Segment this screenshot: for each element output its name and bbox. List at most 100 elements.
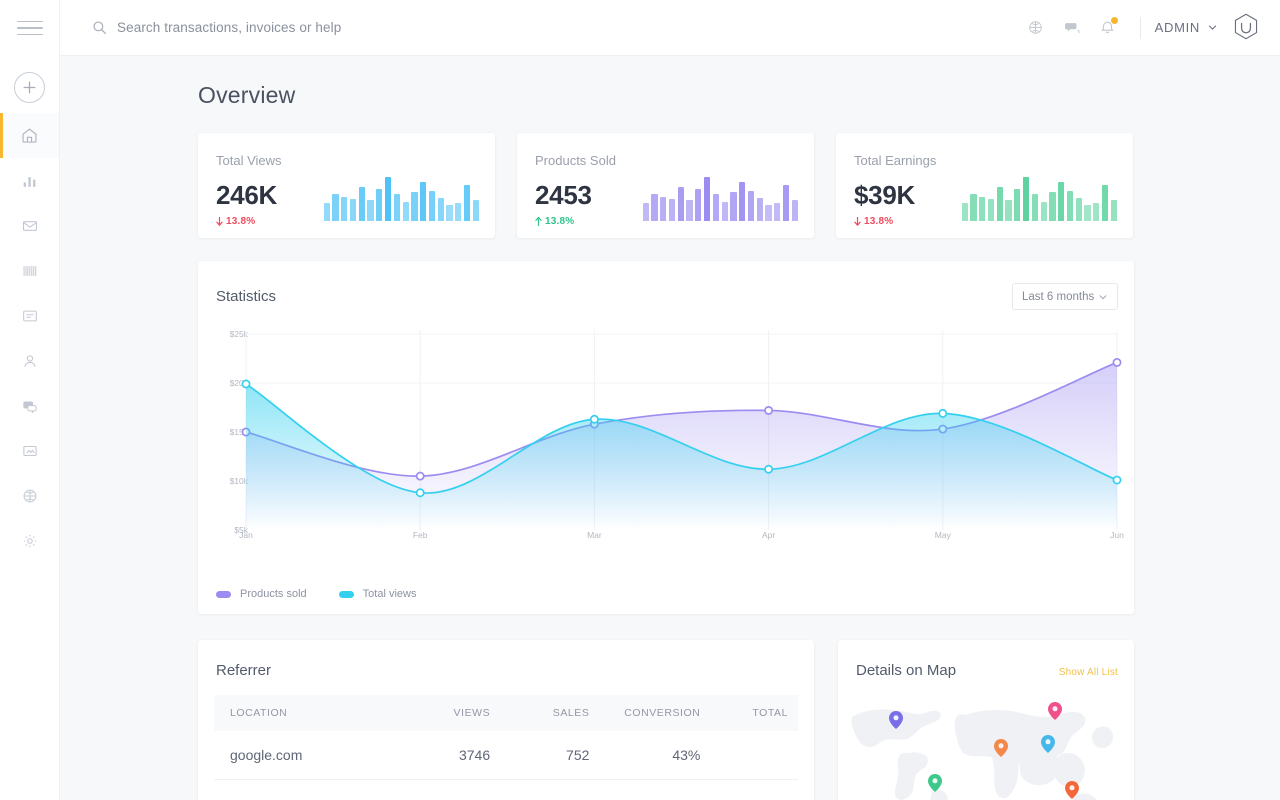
sidebar-item-home[interactable]: [0, 113, 59, 158]
globe-icon: [23, 489, 36, 502]
sparkline-bar: [791, 199, 798, 221]
sparkline-bar: [393, 193, 400, 221]
stat-card-total-earnings: Total Earnings $39K 13.8%: [836, 133, 1133, 238]
sparkline-bar: [739, 182, 746, 221]
sparkline-bar: [1058, 182, 1065, 221]
stat-delta-value: 13.8%: [226, 216, 256, 227]
stat-delta-value: 13.8%: [864, 216, 894, 227]
chart-area-total-views: [246, 383, 1117, 530]
sparkline-bar: [446, 204, 453, 221]
chart-data-point[interactable]: [764, 405, 774, 415]
chart-data-point[interactable]: [241, 379, 251, 389]
sparkline-bar: [660, 196, 667, 221]
referrer-table-head: LOCATION VIEWS SALES CONVERSION TOTAL: [214, 695, 798, 731]
sidebar-item-mail[interactable]: [0, 203, 59, 248]
sparkline-bar: [1031, 193, 1038, 221]
sparkline-bar: [428, 191, 436, 221]
chart-data-point[interactable]: [764, 464, 774, 474]
sparkline-bar: [411, 192, 418, 221]
x-tick-label: Jun: [1110, 530, 1124, 540]
sparkline-bar: [651, 193, 658, 221]
sparkline-bar: [730, 192, 737, 221]
sidebar-item-media[interactable]: [0, 428, 59, 473]
legend-item-products-sold: Products sold: [216, 588, 307, 600]
range-select[interactable]: Last 6 months: [1012, 283, 1118, 310]
sparkline-bar: [756, 198, 763, 221]
sparkline-bar: [704, 177, 711, 221]
cell-conversion: 43%: [599, 731, 711, 780]
chat-bubbles-icon: [22, 401, 37, 414]
user-menu[interactable]: ADMIN: [1155, 20, 1218, 35]
arrow-down-icon: [216, 217, 223, 226]
sparkline-products-sold: [642, 177, 798, 221]
sidebar-item-invoice[interactable]: [0, 293, 59, 338]
legend-item-total-views: Total views: [338, 588, 417, 600]
bell-icon[interactable]: [1090, 10, 1126, 46]
sidebar-item-chat[interactable]: [0, 383, 59, 428]
pin-south-america[interactable]: [928, 774, 942, 792]
sparkline-bar: [376, 189, 383, 221]
avatar[interactable]: [1230, 12, 1262, 44]
chart-data-point[interactable]: [589, 414, 599, 424]
y-tick-label: $15k: [229, 427, 248, 437]
notification-badge: [1110, 16, 1118, 24]
search-bar[interactable]: [92, 20, 1018, 35]
sparkline-bar: [747, 191, 755, 221]
sparkline-bar: [1102, 185, 1109, 221]
cell-views: 3746: [395, 731, 501, 780]
legend-label: Total views: [362, 588, 417, 600]
x-tick-label: Feb: [412, 530, 428, 540]
table-row[interactable]: google.com 3746 752 43%: [214, 731, 798, 780]
world-map: [838, 691, 1134, 800]
globe-icon[interactable]: [1018, 10, 1054, 46]
sparkline-bar: [970, 193, 977, 221]
referrer-title: Referrer: [216, 662, 272, 679]
mail-icon: [22, 220, 37, 231]
sparkline-bar: [332, 193, 339, 221]
show-all-list-link[interactable]: Show All List: [1058, 667, 1118, 678]
add-button[interactable]: [14, 72, 45, 103]
pin-oceania[interactable]: [1065, 781, 1079, 799]
sparkline-bar: [1093, 203, 1100, 221]
main-content: Overview Total Views 246K 13.8% Products…: [60, 56, 1280, 800]
chart-data-point[interactable]: [1112, 357, 1122, 367]
x-tick-label: Mar: [587, 530, 602, 540]
stat-card-products-sold: Products Sold 2453 13.8%: [517, 133, 814, 238]
sparkline-bar: [385, 177, 392, 221]
sidebar-item-profile[interactable]: [0, 338, 59, 383]
arrow-up-icon: [535, 217, 542, 226]
sparkline-bar: [1040, 201, 1047, 221]
sparkline-bar: [420, 182, 427, 221]
legend-swatch: [338, 590, 354, 598]
referrer-table: LOCATION VIEWS SALES CONVERSION TOTAL go…: [214, 695, 798, 780]
sparkline-bar: [712, 193, 719, 221]
sparkline-bar: [1110, 199, 1117, 221]
hamburger-icon[interactable]: [0, 0, 59, 56]
sparkline-total-earnings: [961, 177, 1117, 221]
chart-data-point[interactable]: [415, 471, 425, 481]
chart-data-point[interactable]: [1112, 475, 1122, 485]
sparkline-bar: [1066, 191, 1074, 221]
pin-north-america[interactable]: [889, 711, 903, 729]
pin-africa[interactable]: [994, 739, 1008, 757]
map-panel: Details on Map Show All List: [838, 640, 1134, 800]
topbar: ADMIN: [60, 0, 1280, 56]
search-input[interactable]: [117, 20, 537, 35]
sidebar-item-globe[interactable]: [0, 473, 59, 518]
legend-swatch: [216, 590, 231, 598]
sidebar-item-barcode[interactable]: [0, 248, 59, 293]
pin-northern-europe[interactable]: [1048, 702, 1062, 720]
statistics-panel: Statistics Last 6 months $25k $20k $15k $10…: [198, 261, 1134, 614]
chevron-down-icon: [1099, 294, 1107, 299]
chart-line-total-views: [245, 383, 1118, 494]
stat-delta: 13.8%: [854, 216, 1115, 227]
chat-icon[interactable]: [1054, 10, 1090, 46]
sidebar-item-settings[interactable]: [0, 518, 59, 563]
chart-data-point[interactable]: [415, 488, 425, 498]
sparkline-bar: [961, 202, 968, 221]
statistics-header: Statistics Last 6 months: [198, 261, 1134, 310]
sidebar-item-analytics[interactable]: [0, 158, 59, 203]
sparkline-bar: [402, 201, 409, 221]
pin-asia[interactable]: [1041, 735, 1055, 753]
chart-data-point[interactable]: [938, 408, 948, 418]
